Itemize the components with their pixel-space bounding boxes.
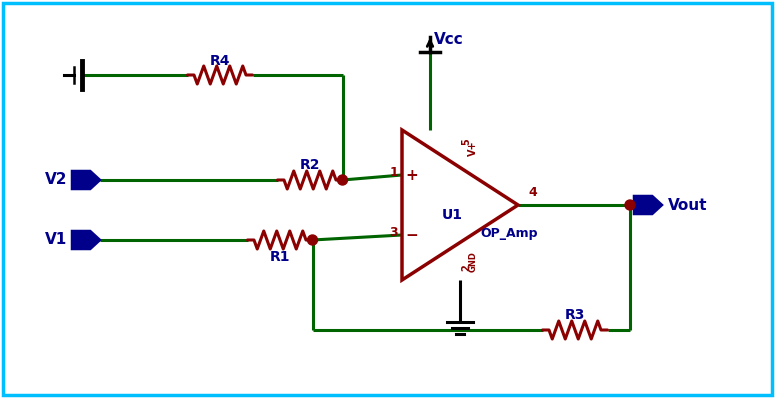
Text: Vcc: Vcc bbox=[434, 33, 463, 47]
Text: OP_Amp: OP_Amp bbox=[480, 226, 538, 240]
Text: +: + bbox=[405, 168, 418, 183]
Polygon shape bbox=[72, 171, 100, 189]
Text: V2: V2 bbox=[44, 172, 67, 187]
Text: 2: 2 bbox=[461, 265, 471, 271]
Circle shape bbox=[625, 200, 635, 210]
Text: R1: R1 bbox=[270, 250, 291, 264]
Text: −: − bbox=[405, 228, 418, 244]
Text: GND: GND bbox=[469, 252, 477, 273]
Text: R2: R2 bbox=[300, 158, 320, 172]
Circle shape bbox=[308, 235, 318, 245]
Text: R3: R3 bbox=[565, 308, 585, 322]
Polygon shape bbox=[72, 231, 100, 249]
Text: V1: V1 bbox=[45, 232, 67, 248]
Text: 3: 3 bbox=[389, 226, 398, 238]
Text: V+: V+ bbox=[468, 140, 478, 156]
Polygon shape bbox=[634, 196, 662, 214]
Text: 4: 4 bbox=[528, 187, 537, 199]
Text: 5: 5 bbox=[461, 139, 471, 145]
Text: U1: U1 bbox=[442, 208, 463, 222]
Text: R4: R4 bbox=[210, 54, 230, 68]
Text: 1: 1 bbox=[389, 166, 398, 178]
Text: Vout: Vout bbox=[668, 197, 708, 213]
Circle shape bbox=[337, 175, 347, 185]
